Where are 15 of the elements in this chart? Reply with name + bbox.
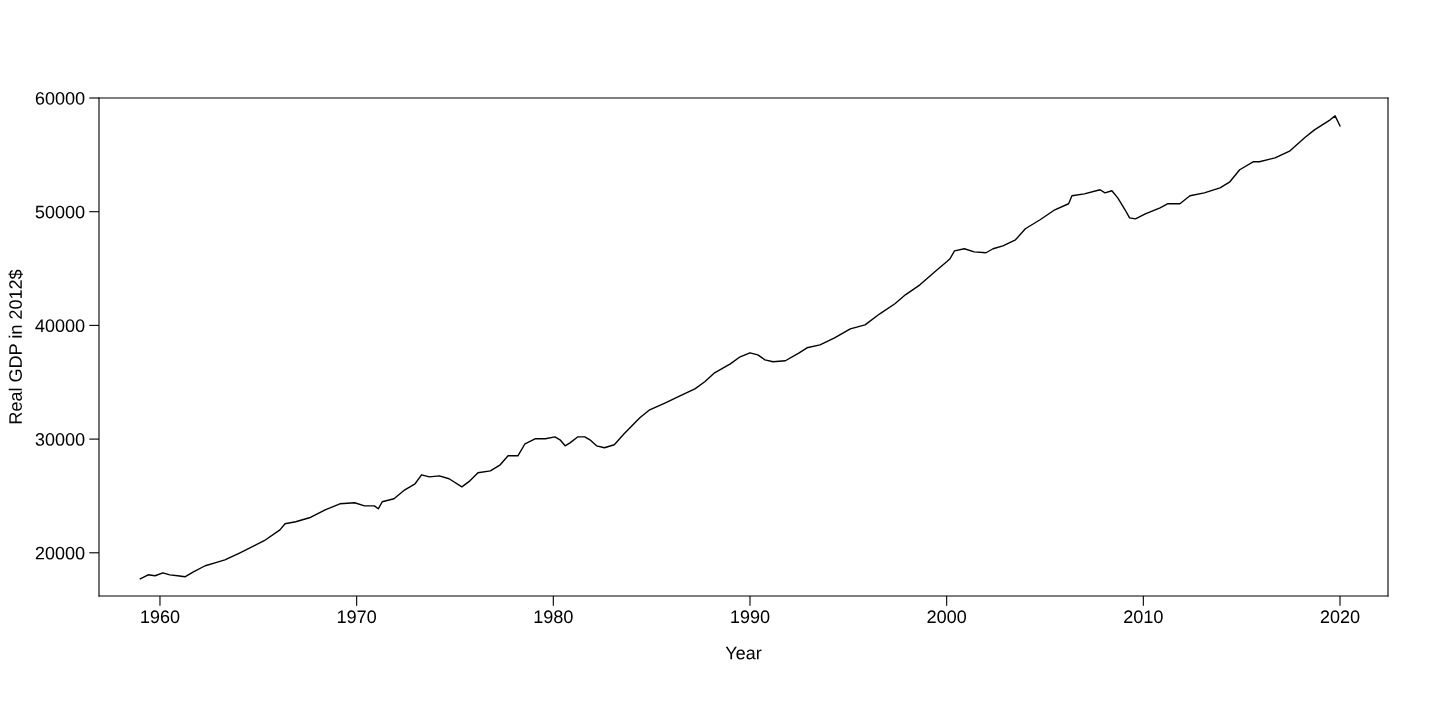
- y-tick-label: 20000: [35, 546, 85, 560]
- y-tick-label: 60000: [35, 91, 85, 105]
- x-tick-label: 1970: [337, 610, 377, 624]
- y-axis-title: Real GDP in 2012$: [8, 269, 24, 424]
- y-tick-label: 40000: [35, 319, 85, 333]
- x-tick-label: 2020: [1320, 610, 1360, 624]
- x-tick-label: 2010: [1124, 610, 1163, 624]
- y-tick-label: 30000: [35, 433, 85, 446]
- x-tick-label: 1990: [731, 610, 770, 624]
- y-tick-label: 50000: [35, 205, 85, 219]
- line-series: [139, 115, 1341, 580]
- x-tick-label: 1960: [141, 610, 180, 624]
- x-axis-title: Year: [725, 646, 762, 660]
- x-tick-label: 1980: [534, 610, 573, 624]
- x-tick-label: 2000: [927, 610, 967, 624]
